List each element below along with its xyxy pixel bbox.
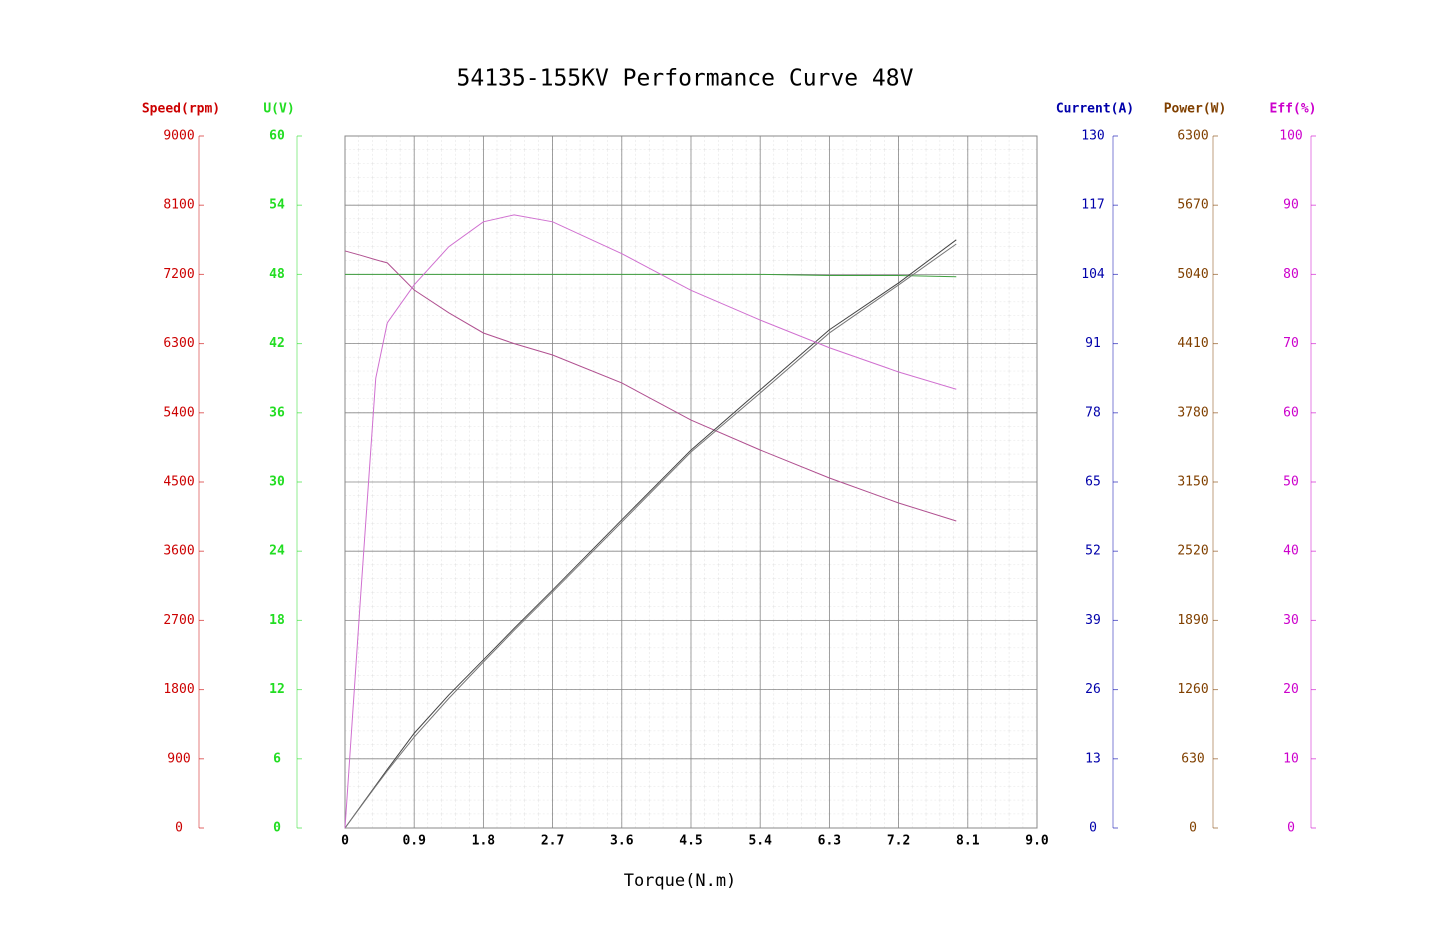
y-tick-label: 3150 xyxy=(1177,475,1208,490)
y-tick-label: 5400 xyxy=(163,405,194,420)
y-tick-label: 6300 xyxy=(163,336,194,351)
y-tick-label: 39 xyxy=(1085,613,1101,628)
y-axis-title: Eff(%) xyxy=(1270,102,1317,117)
y-axis-title: Power(W) xyxy=(1164,102,1227,117)
y-tick-label: 78 xyxy=(1085,405,1101,420)
y-tick-label: 13 xyxy=(1085,751,1101,766)
y-tick-label: 52 xyxy=(1085,544,1101,559)
y-tick-label: 60 xyxy=(1283,405,1299,420)
y-tick-label: 3780 xyxy=(1177,405,1208,420)
y-tick-label: 0 xyxy=(175,821,183,836)
y-tick-label: 90 xyxy=(1283,198,1299,213)
y-tick-label: 5670 xyxy=(1177,198,1208,213)
series-line xyxy=(345,273,957,278)
series-line xyxy=(344,239,957,829)
y-tick-label: 12 xyxy=(269,682,285,697)
y-tick-label: 10 xyxy=(1283,751,1299,766)
x-tick-label: 0 xyxy=(341,834,349,849)
y-tick-label: 5040 xyxy=(1177,267,1208,282)
y-tick-label: 40 xyxy=(1283,544,1299,559)
series-line xyxy=(344,250,957,522)
y-tick-label: 24 xyxy=(269,544,285,559)
y-tick-label: 26 xyxy=(1085,682,1101,697)
y-tick-label: 0 xyxy=(273,821,281,836)
y-tick-label: 6300 xyxy=(1177,129,1208,144)
x-tick-label: 3.6 xyxy=(610,834,634,849)
y-tick-label: 80 xyxy=(1283,267,1299,282)
y-axis-title: Speed(rpm) xyxy=(142,102,220,117)
y-tick-label: 50 xyxy=(1283,475,1299,490)
y-tick-label: 6 xyxy=(273,751,281,766)
y-tick-label: 65 xyxy=(1085,475,1101,490)
x-tick-label: 5.4 xyxy=(748,834,772,849)
y-tick-label: 48 xyxy=(269,267,285,282)
y-tick-label: 60 xyxy=(269,129,285,144)
y-tick-label: 2700 xyxy=(163,613,194,628)
y-tick-label: 0 xyxy=(1189,821,1197,836)
y-tick-label: 30 xyxy=(1283,613,1299,628)
y-tick-label: 630 xyxy=(1181,751,1204,766)
y-tick-label: 70 xyxy=(1283,336,1299,351)
y-tick-label: 1800 xyxy=(163,682,194,697)
series-line xyxy=(344,243,957,829)
y-tick-label: 100 xyxy=(1279,129,1302,144)
y-tick-label: 1260 xyxy=(1177,682,1208,697)
y-tick-label: 30 xyxy=(269,475,285,490)
y-tick-label: 7200 xyxy=(163,267,194,282)
y-tick-label: 36 xyxy=(269,405,285,420)
y-tick-label: 42 xyxy=(269,336,285,351)
y-tick-label: 1890 xyxy=(1177,613,1208,628)
x-tick-label: 0.9 xyxy=(402,834,425,849)
x-tick-label: 8.1 xyxy=(956,834,980,849)
y-tick-label: 117 xyxy=(1081,198,1104,213)
x-tick-label: 7.2 xyxy=(887,834,910,849)
y-tick-label: 20 xyxy=(1283,682,1299,697)
y-axis-title: Current(A) xyxy=(1056,102,1134,117)
y-tick-label: 0 xyxy=(1287,821,1295,836)
x-tick-label: 2.7 xyxy=(541,834,564,849)
y-tick-label: 130 xyxy=(1081,129,1104,144)
x-tick-label: 9.0 xyxy=(1025,834,1049,849)
y-tick-label: 91 xyxy=(1085,336,1101,351)
y-tick-label: 2520 xyxy=(1177,544,1208,559)
y-tick-label: 900 xyxy=(167,751,190,766)
y-tick-label: 3600 xyxy=(163,544,194,559)
y-tick-label: 9000 xyxy=(163,129,194,144)
y-tick-label: 4410 xyxy=(1177,336,1208,351)
y-tick-label: 4500 xyxy=(163,475,194,490)
x-tick-label: 1.8 xyxy=(472,834,496,849)
y-tick-label: 54 xyxy=(269,198,285,213)
y-tick-label: 104 xyxy=(1081,267,1105,282)
x-tick-label: 6.3 xyxy=(818,834,841,849)
x-tick-label: 4.5 xyxy=(679,834,702,849)
y-tick-label: 18 xyxy=(269,613,285,628)
y-axis-title: U(V) xyxy=(263,102,294,117)
y-tick-label: 0 xyxy=(1089,821,1097,836)
chart-title: 54135-155KV Performance Curve 48V xyxy=(457,66,914,92)
y-tick-label: 8100 xyxy=(163,198,194,213)
series-line xyxy=(344,214,957,829)
x-axis-title: Torque(N.m) xyxy=(624,871,737,891)
